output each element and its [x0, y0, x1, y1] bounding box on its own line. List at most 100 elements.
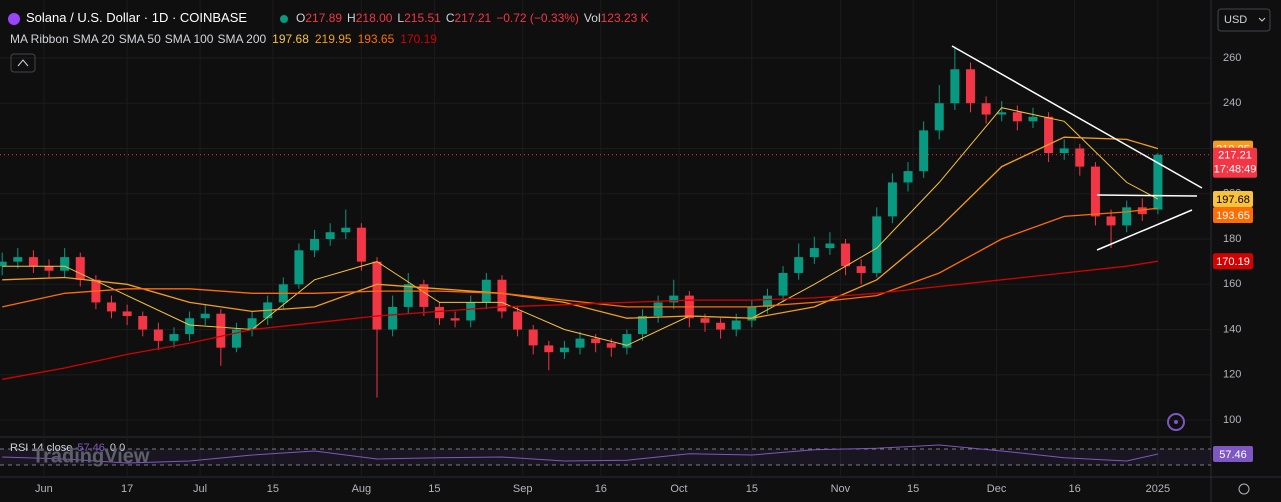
volume-letter: Vol	[584, 11, 601, 25]
candle-body	[294, 250, 304, 285]
series-name: SMA 200	[217, 32, 266, 46]
menu-frame[interactable]	[1217, 8, 1271, 32]
series-value: 197.68	[272, 32, 309, 46]
x-tick-label: 15	[746, 483, 758, 495]
x-tick-label: Dec	[987, 483, 1007, 495]
status-dot	[280, 15, 288, 23]
candle-body	[419, 284, 429, 307]
candle-body	[1153, 154, 1163, 210]
candle-body	[13, 257, 23, 262]
candle-body	[575, 338, 585, 348]
candle-body	[794, 257, 804, 273]
x-tick-label: Jun	[35, 483, 53, 495]
candle-body	[762, 295, 772, 307]
candle-body	[622, 334, 632, 348]
ohlc-value: 215.51	[404, 11, 441, 25]
candle-body	[200, 313, 210, 319]
candle-body	[356, 227, 366, 262]
candle-body	[965, 69, 975, 104]
price-tag	[1213, 190, 1253, 207]
candle-body	[1044, 116, 1054, 154]
price-tag	[1213, 253, 1253, 270]
candle-body	[981, 103, 991, 115]
candle-body	[841, 243, 851, 267]
y-tick-label: 100	[1223, 414, 1241, 426]
y-tick-label: 240	[1223, 97, 1241, 109]
series-name: SMA 100	[165, 32, 214, 46]
candle-body	[809, 248, 819, 258]
rsi-value: 57.46	[77, 442, 105, 454]
y-tick-label: 180	[1223, 233, 1241, 245]
candle-body	[887, 182, 897, 217]
watermark: TradingView	[32, 445, 150, 467]
candle-body	[138, 315, 148, 330]
x-tick-label: Sep	[513, 483, 533, 495]
price-tag	[1213, 206, 1253, 223]
rsi-extra: 0 0	[110, 442, 125, 454]
candle-body	[216, 313, 226, 348]
candle-body	[606, 343, 616, 348]
x-tick-label: 17	[121, 483, 133, 495]
candle-body	[700, 318, 710, 323]
candle-body	[856, 266, 866, 273]
candle-body	[60, 257, 70, 271]
candle-body	[669, 295, 679, 303]
legend: RSI 14 close 57.46 0 0 Solana / U.S. Dollar…	[8, 10, 649, 454]
y-tick-label: 260	[1223, 52, 1241, 64]
candle-body	[919, 130, 929, 172]
x-tick-label: Oct	[670, 483, 687, 495]
candle-body	[44, 266, 54, 271]
x-tick-label: 2025	[1146, 483, 1170, 495]
candle-body	[403, 284, 413, 307]
candle-body	[638, 315, 648, 335]
x-tick-label: Nov	[831, 483, 851, 495]
series-name: SMA 20	[73, 32, 115, 46]
candle-body	[1028, 116, 1038, 122]
candle-body	[716, 322, 726, 330]
candle-body	[122, 311, 132, 316]
rsi-line	[2, 444, 1159, 464]
candle-body	[872, 216, 882, 273]
settings-icon[interactable]	[1238, 483, 1250, 495]
rsi-tag-label: 57.46	[1219, 449, 1247, 461]
ma-line	[2, 136, 1159, 319]
rsi-pane	[0, 444, 1211, 466]
candle-body	[28, 257, 38, 267]
candle-body	[747, 306, 757, 321]
ma-line	[2, 260, 1159, 380]
candle-body	[497, 279, 507, 312]
ohlc-letter: C	[446, 11, 455, 25]
candle-body	[153, 329, 163, 341]
currency-label: USD	[1224, 14, 1247, 26]
plot-area	[0, 46, 1211, 398]
ohlc-value: 217.21	[454, 11, 491, 25]
countdown-label: 17:48:49	[1214, 164, 1257, 176]
ohlc-legend: O217.89 H218.00 L215.51 C217.21 −0.72 (−0.33…	[296, 11, 649, 25]
x-tick-label: 15	[267, 483, 279, 495]
change-value: −0.72 (−0.33%)	[496, 11, 579, 25]
candle-body	[559, 347, 569, 353]
candle-body	[997, 112, 1007, 115]
symbol-legend: Solana / U.S. Dollar · 1D · COINBASE	[26, 10, 247, 25]
currency-menu[interactable]: USD	[1217, 8, 1271, 32]
candle-body	[1106, 216, 1116, 226]
symbol-name: Solana / U.S. Dollar · 1D · COINBASE	[26, 10, 247, 25]
chevron-icon	[17, 59, 29, 67]
axis: 100120140160180200220240260Jun17Jul15Aug…	[35, 52, 1257, 495]
candle-body	[1075, 148, 1085, 167]
x-tick-label: 16	[595, 483, 607, 495]
plus-icon[interactable]	[1167, 413, 1185, 431]
button-frame[interactable]	[10, 53, 36, 73]
candle-body	[731, 320, 741, 330]
candle-body	[466, 302, 476, 321]
x-tick-label: 15	[907, 483, 919, 495]
candle-body	[934, 103, 944, 131]
candle-body	[247, 318, 257, 330]
candle-body	[825, 243, 835, 249]
collapse-button[interactable]	[10, 53, 36, 73]
chevron-icon	[1258, 17, 1266, 22]
last-price-tag	[1213, 147, 1257, 178]
